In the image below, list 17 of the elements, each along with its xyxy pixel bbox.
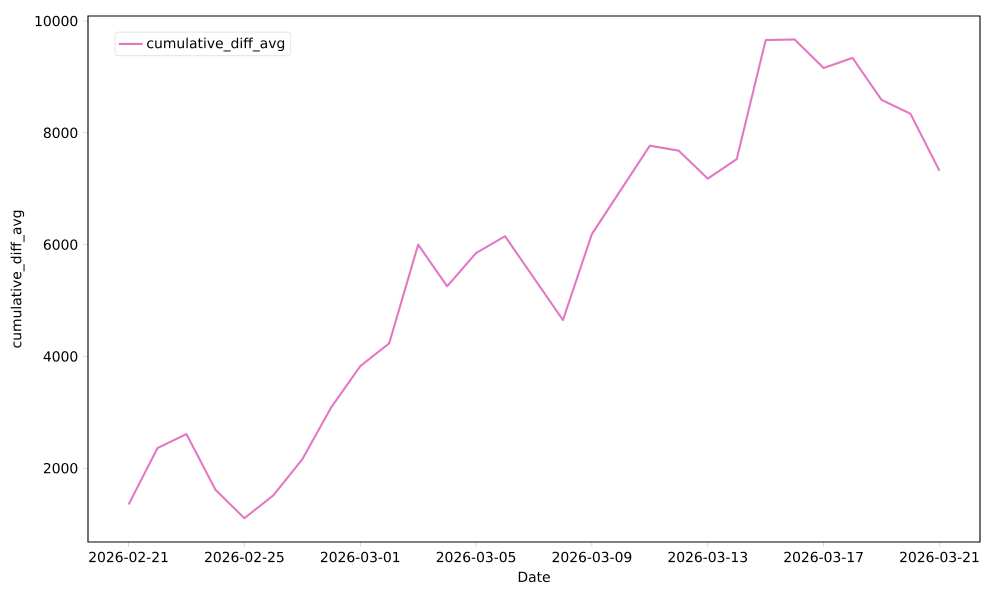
y-tick-label: 8000 [44,128,78,138]
y-tick-label: 2000 [44,462,78,474]
y-tick-label: 10000 [36,16,78,26]
x-tick-label: 2026-02-21 [89,552,168,562]
x-tick-label: 2026-03-05 [436,552,516,562]
y-axis-title: cumulative_diff_avg [10,210,25,348]
y-tick-label: 6000 [44,239,78,250]
x-tick-label: 2026-03-21 [900,552,979,562]
line-series [128,38,941,520]
x-tick-label: 2026-03-13 [668,552,748,562]
y-tick-label: 4000 [44,351,78,362]
x-tick-label: 2026-02-25 [205,552,284,562]
x-tick-label: 2026-03-09 [552,552,632,562]
x-axis-title: Date [518,572,550,582]
legend-label: cumulative_diff_avg [147,38,284,52]
x-tick-label: 2026-03-17 [784,552,863,562]
x-tick-label: 2026-03-01 [320,552,400,562]
